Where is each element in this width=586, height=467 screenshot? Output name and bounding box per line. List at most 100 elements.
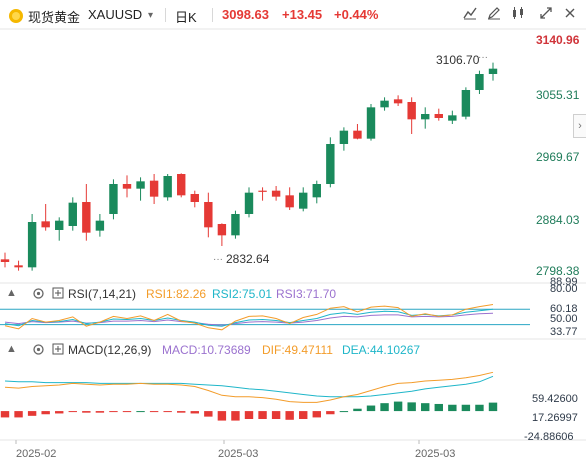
candle-body [461, 90, 471, 117]
candle-body [231, 214, 240, 236]
high-annotation-leader: ··· [478, 52, 488, 63]
rsi-header: ▲ RSI(7,14,21) RSI1:82.26 RSI2:75.01 RSI… [0, 287, 586, 305]
macd-histogram-bar [393, 401, 403, 412]
candle-body [95, 220, 105, 231]
timeframe-selector[interactable]: 日K [175, 10, 197, 25]
price-axis-label: 2969.67 [536, 150, 580, 164]
rsi-axis-label: 80.00 [550, 283, 578, 295]
rsi1-line [4, 304, 494, 331]
candle-body [434, 114, 443, 118]
price-change: +13.45 [282, 7, 323, 22]
macd-axis-label: -24.88606 [524, 431, 574, 443]
rsi-series [0, 304, 530, 331]
rsi-title[interactable]: RSI(7,14,21) [68, 287, 137, 301]
macd-axis-label: 17.26997 [532, 412, 578, 424]
candle-body [136, 181, 145, 189]
candle-body [366, 107, 376, 139]
macd-histogram-bar [285, 411, 294, 420]
rsi-axis-label: 60.18 [550, 303, 578, 315]
candle-body [244, 192, 254, 214]
chevron-down-icon[interactable]: ▾ [148, 10, 154, 21]
price-axis-label: 2884.03 [536, 213, 580, 227]
candle-body [149, 180, 159, 197]
macd-histogram-bar [122, 411, 132, 413]
macd-histogram-bar [0, 411, 10, 418]
indicators-icon[interactable] [509, 6, 527, 24]
candle-body [41, 221, 50, 228]
candle-body [285, 195, 294, 208]
macd-title[interactable]: MACD(12,26,9) [68, 343, 152, 357]
macd-histogram-bar [421, 403, 430, 412]
header-divider [165, 8, 166, 22]
settings-icon[interactable] [32, 343, 45, 359]
candle-body [271, 190, 281, 197]
rsi-axis-label: 50.00 [550, 313, 578, 325]
instrument-name: 现货黄金 [28, 10, 81, 25]
macd-histogram-bar [475, 404, 484, 412]
macd-histogram-bar [149, 411, 159, 413]
x-axis-label: 2025-03 [415, 448, 456, 460]
rsi2-line [4, 308, 494, 327]
candle-body [204, 202, 213, 228]
collapse-axis-icon[interactable]: › [573, 114, 586, 138]
candle-body [82, 202, 91, 233]
macd-histogram-bar [326, 411, 335, 415]
macd-histogram-bar [339, 411, 349, 413]
candle-body [299, 192, 308, 209]
candle-body [109, 184, 118, 214]
rsi-axis-label: 88.99 [550, 276, 578, 288]
price-axis-label-current: 3140.96 [536, 33, 580, 47]
candle-body [407, 102, 416, 120]
macd-histogram-bar [461, 404, 471, 412]
dea-value: DEA:44.10267 [342, 343, 421, 357]
expand-panel-icon[interactable] [52, 287, 64, 302]
macd-histogram-bar [312, 411, 321, 418]
collapse-arrow-icon[interactable]: ▲ [6, 287, 17, 299]
fullscreen-icon[interactable] [537, 6, 555, 24]
price-axis-label: 2798.38 [536, 264, 580, 278]
candle-body [14, 265, 23, 268]
candle-body [0, 259, 10, 262]
instrument-symbol[interactable]: XAUUSD [88, 7, 143, 22]
candle-body [421, 114, 430, 120]
macd-histogram-bar [27, 411, 37, 416]
macd-histogram-bar [14, 411, 23, 418]
macd-histogram-bar [448, 404, 457, 412]
dif-line [4, 371, 494, 403]
macd-histogram-bar [231, 411, 240, 421]
candle-body [475, 74, 484, 90]
candle-body [312, 184, 321, 198]
candle-body [27, 222, 37, 268]
close-icon[interactable] [561, 6, 579, 24]
candle-body [163, 176, 172, 198]
candle-body [177, 174, 186, 196]
macd-axis-label: 59.42600 [532, 393, 578, 405]
macd-histogram-bar [353, 408, 362, 412]
candle-body [122, 184, 132, 189]
draw-icon[interactable] [485, 6, 503, 24]
macd-histogram-bar [177, 411, 186, 413]
macd-histogram-bar [366, 405, 376, 412]
collapse-arrow-icon[interactable]: ▲ [6, 343, 17, 355]
macd-histogram-bar [271, 411, 281, 419]
expand-panel-icon[interactable] [52, 343, 64, 358]
candle-body [68, 202, 77, 226]
candle-series [0, 62, 498, 271]
macd-histogram-bar [190, 411, 199, 414]
dea-line [4, 375, 494, 398]
high-annotation: 3106.70 [436, 53, 480, 67]
candle-body [217, 224, 227, 236]
rsi3-value: RSI3:71.70 [276, 287, 337, 301]
price-change-percent: +0.44% [334, 7, 379, 22]
candle-body [55, 220, 64, 230]
macd-histogram-bar [163, 411, 172, 413]
candle-body [353, 130, 362, 139]
candle-body [190, 194, 199, 202]
macd-header: ▲ MACD(12,26,9) MACD:10.73689 DIF:49.471… [0, 343, 586, 361]
settings-icon[interactable] [32, 287, 45, 303]
macd-histogram-bar [488, 402, 498, 412]
rsi-axis-label: 33.77 [550, 326, 578, 338]
low-annotation: 2832.64 [226, 252, 270, 266]
chart-settings-icon[interactable] [461, 6, 479, 24]
